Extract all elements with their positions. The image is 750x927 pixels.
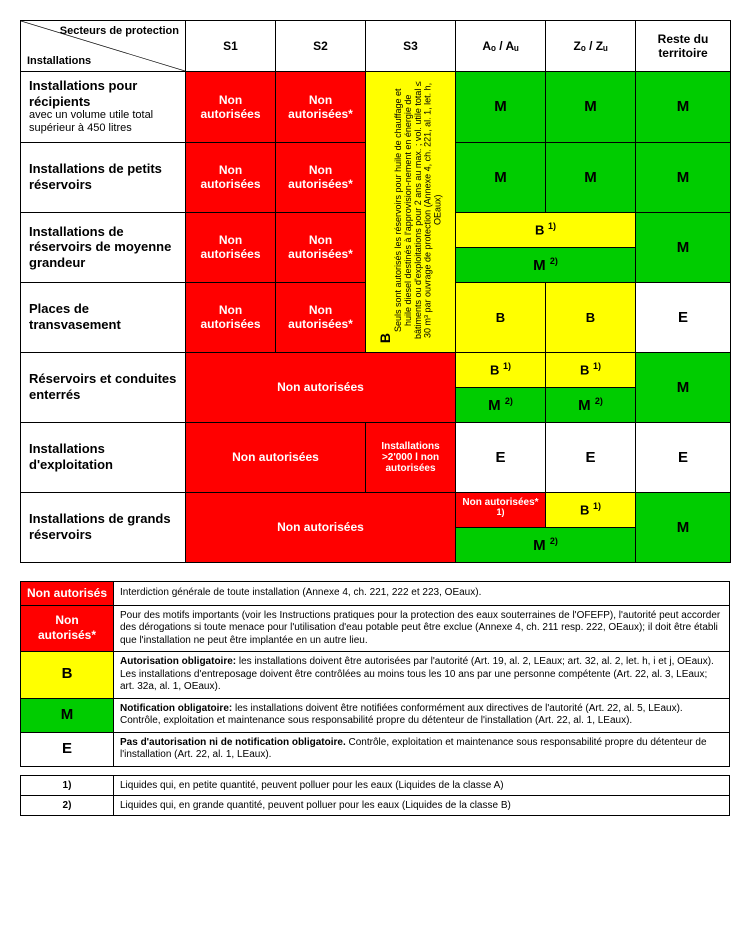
cell-b1: B 1): [456, 212, 636, 247]
cell: B 1): [546, 352, 636, 387]
cell: B: [546, 282, 636, 352]
cell: Non autorisées*: [276, 282, 366, 352]
cell: M 2): [456, 527, 636, 562]
cell: M: [636, 72, 731, 143]
cell: M: [456, 72, 546, 143]
cell-s3-exploit: Installations >2'000 l non autorisées: [366, 422, 456, 492]
header-bottom: Installations: [27, 55, 91, 67]
legend-text: Autorisation obligatoire: les installati…: [114, 652, 730, 699]
header-diagonal: Secteurs de protection Installations: [21, 21, 186, 72]
main-table: Secteurs de protection Installations S1 …: [20, 20, 731, 563]
legend-table: Non autorisés Interdiction générale de t…: [20, 581, 730, 767]
cell: E: [546, 422, 636, 492]
footnote-text: Liquides qui, en petite quantité, peuven…: [114, 775, 730, 795]
cell: Non autorisées* 1): [456, 492, 546, 527]
cell: E: [636, 282, 731, 352]
legend-key-nonauthstar: Non autorisés*: [21, 605, 114, 652]
cell: Non autorisées*: [276, 142, 366, 212]
footnotes-table: 1) Liquides qui, en petite quantité, peu…: [20, 775, 730, 816]
cell: M 2): [456, 387, 546, 422]
col-zo: Zₒ / Zᵤ: [546, 21, 636, 72]
cell-m2: M 2): [456, 247, 636, 282]
col-reste: Reste du territoire: [636, 21, 731, 72]
cell: M: [546, 142, 636, 212]
header-top: Secteurs de protection: [60, 25, 179, 37]
row-transvasement: Places de transvasement: [21, 282, 186, 352]
legend-key-b: B: [21, 652, 114, 699]
footnote-num: 1): [21, 775, 114, 795]
row-grands: Installations de grands réservoirs: [21, 492, 186, 562]
cell: B 1): [456, 352, 546, 387]
footnote-text: Liquides qui, en grande quantité, peuven…: [114, 795, 730, 815]
row-enterres: Réservoirs et conduites enterrés: [21, 352, 186, 422]
row-petits: Installations de petits réservoirs: [21, 142, 186, 212]
cell: Non autorisées: [186, 142, 276, 212]
col-s2: S2: [276, 21, 366, 72]
cell: Non autorisées: [186, 422, 366, 492]
cell: B: [456, 282, 546, 352]
cell: M: [636, 212, 731, 282]
cell: M: [546, 72, 636, 143]
legend-text: Pas d'autorisation ni de notification ob…: [114, 732, 730, 766]
footnote-num: 2): [21, 795, 114, 815]
cell: Non autorisées*: [276, 212, 366, 282]
row-exploitation: Installations d'exploitation: [21, 422, 186, 492]
legend-text: Notification obligatoire: les installati…: [114, 698, 730, 732]
cell: B 1): [546, 492, 636, 527]
row-recipients: Installations pour récipients avec un vo…: [21, 72, 186, 143]
cell: Non autorisées: [186, 352, 456, 422]
legend-key-e: E: [21, 732, 114, 766]
cell: Non autorisées: [186, 72, 276, 143]
col-s3: S3: [366, 21, 456, 72]
cell: M 2): [546, 387, 636, 422]
cell: E: [456, 422, 546, 492]
cell: Non autorisées: [186, 282, 276, 352]
col-ao: Aₒ / Aᵤ: [456, 21, 546, 72]
legend-text: Pour des motifs importants (voir les Ins…: [114, 605, 730, 652]
col-s1: S1: [186, 21, 276, 72]
cell: M: [636, 492, 731, 562]
legend-key-m: M: [21, 698, 114, 732]
cell: Non autorisées*: [276, 72, 366, 143]
row-moyenne: Installations de réservoirs de moyenne g…: [21, 212, 186, 282]
legend-text: Interdiction générale de toute installat…: [114, 581, 730, 605]
cell: M: [636, 352, 731, 422]
cell: M: [636, 142, 731, 212]
cell: M: [456, 142, 546, 212]
cell: E: [636, 422, 731, 492]
legend-key-nonauth: Non autorisés: [21, 581, 114, 605]
s3-merged: B Seuls sont autorisés les réservoirs po…: [366, 72, 456, 353]
cell: Non autorisées: [186, 492, 456, 562]
cell: Non autorisées: [186, 212, 276, 282]
